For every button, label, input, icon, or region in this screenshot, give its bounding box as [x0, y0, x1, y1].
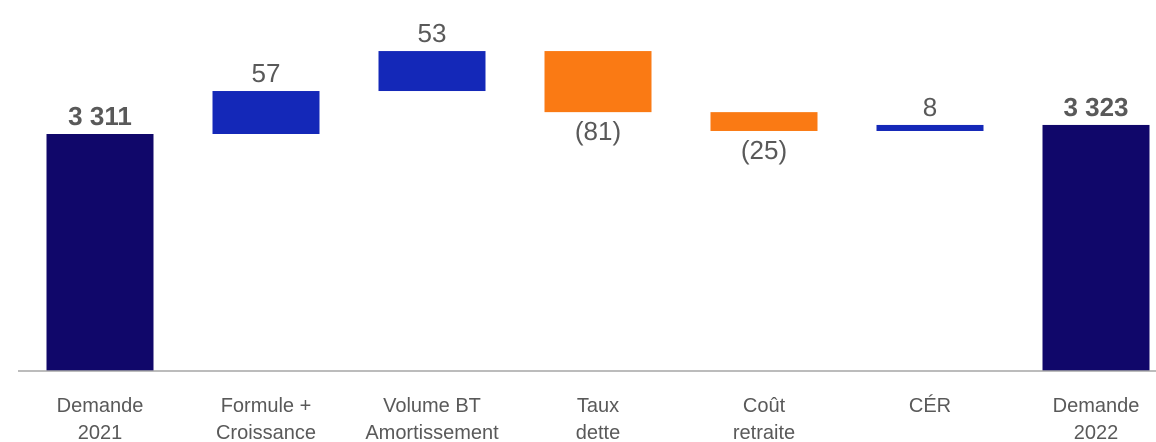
bar-demande-2021: [46, 134, 154, 371]
value-label: 8: [923, 92, 937, 122]
category-label: CÉR: [909, 394, 951, 417]
bar-demande-2022: [1042, 124, 1150, 372]
category-label: Coût: [743, 395, 786, 417]
bar-formule-croissance: [212, 91, 320, 134]
value-label: 3 323: [1063, 92, 1128, 122]
value-label: (25): [741, 135, 787, 165]
bar-cér: [876, 124, 984, 131]
bar-volume-bt-amortissement: [378, 51, 486, 92]
value-label: 57: [252, 58, 281, 88]
category-labels-group: Demande 2021 Formule + Croissance Volume BT A…: [57, 394, 1140, 442]
category-label: Amortissement: [365, 422, 499, 442]
category-label: Taux: [577, 395, 619, 417]
bar-taux-dette: [544, 51, 652, 113]
bar-coût-retraite: [710, 112, 818, 131]
category-label: Croissance: [216, 422, 316, 442]
bars-group: [46, 51, 1150, 372]
category-label: dette: [576, 422, 620, 442]
category-label: Demande: [57, 395, 144, 417]
value-label: (81): [575, 116, 621, 146]
value-labels-group: 3 311 57 53 (81) (25) 8 3 323: [68, 18, 1128, 165]
category-label: Formule +: [221, 395, 312, 417]
category-label: Demande: [1053, 395, 1140, 417]
value-label: 53: [418, 18, 447, 48]
category-label: 2022: [1074, 422, 1119, 442]
category-label: retraite: [733, 422, 795, 442]
value-label: 3 311: [68, 101, 132, 131]
category-label: 2021: [78, 422, 123, 442]
category-label: Volume BT: [383, 395, 481, 417]
